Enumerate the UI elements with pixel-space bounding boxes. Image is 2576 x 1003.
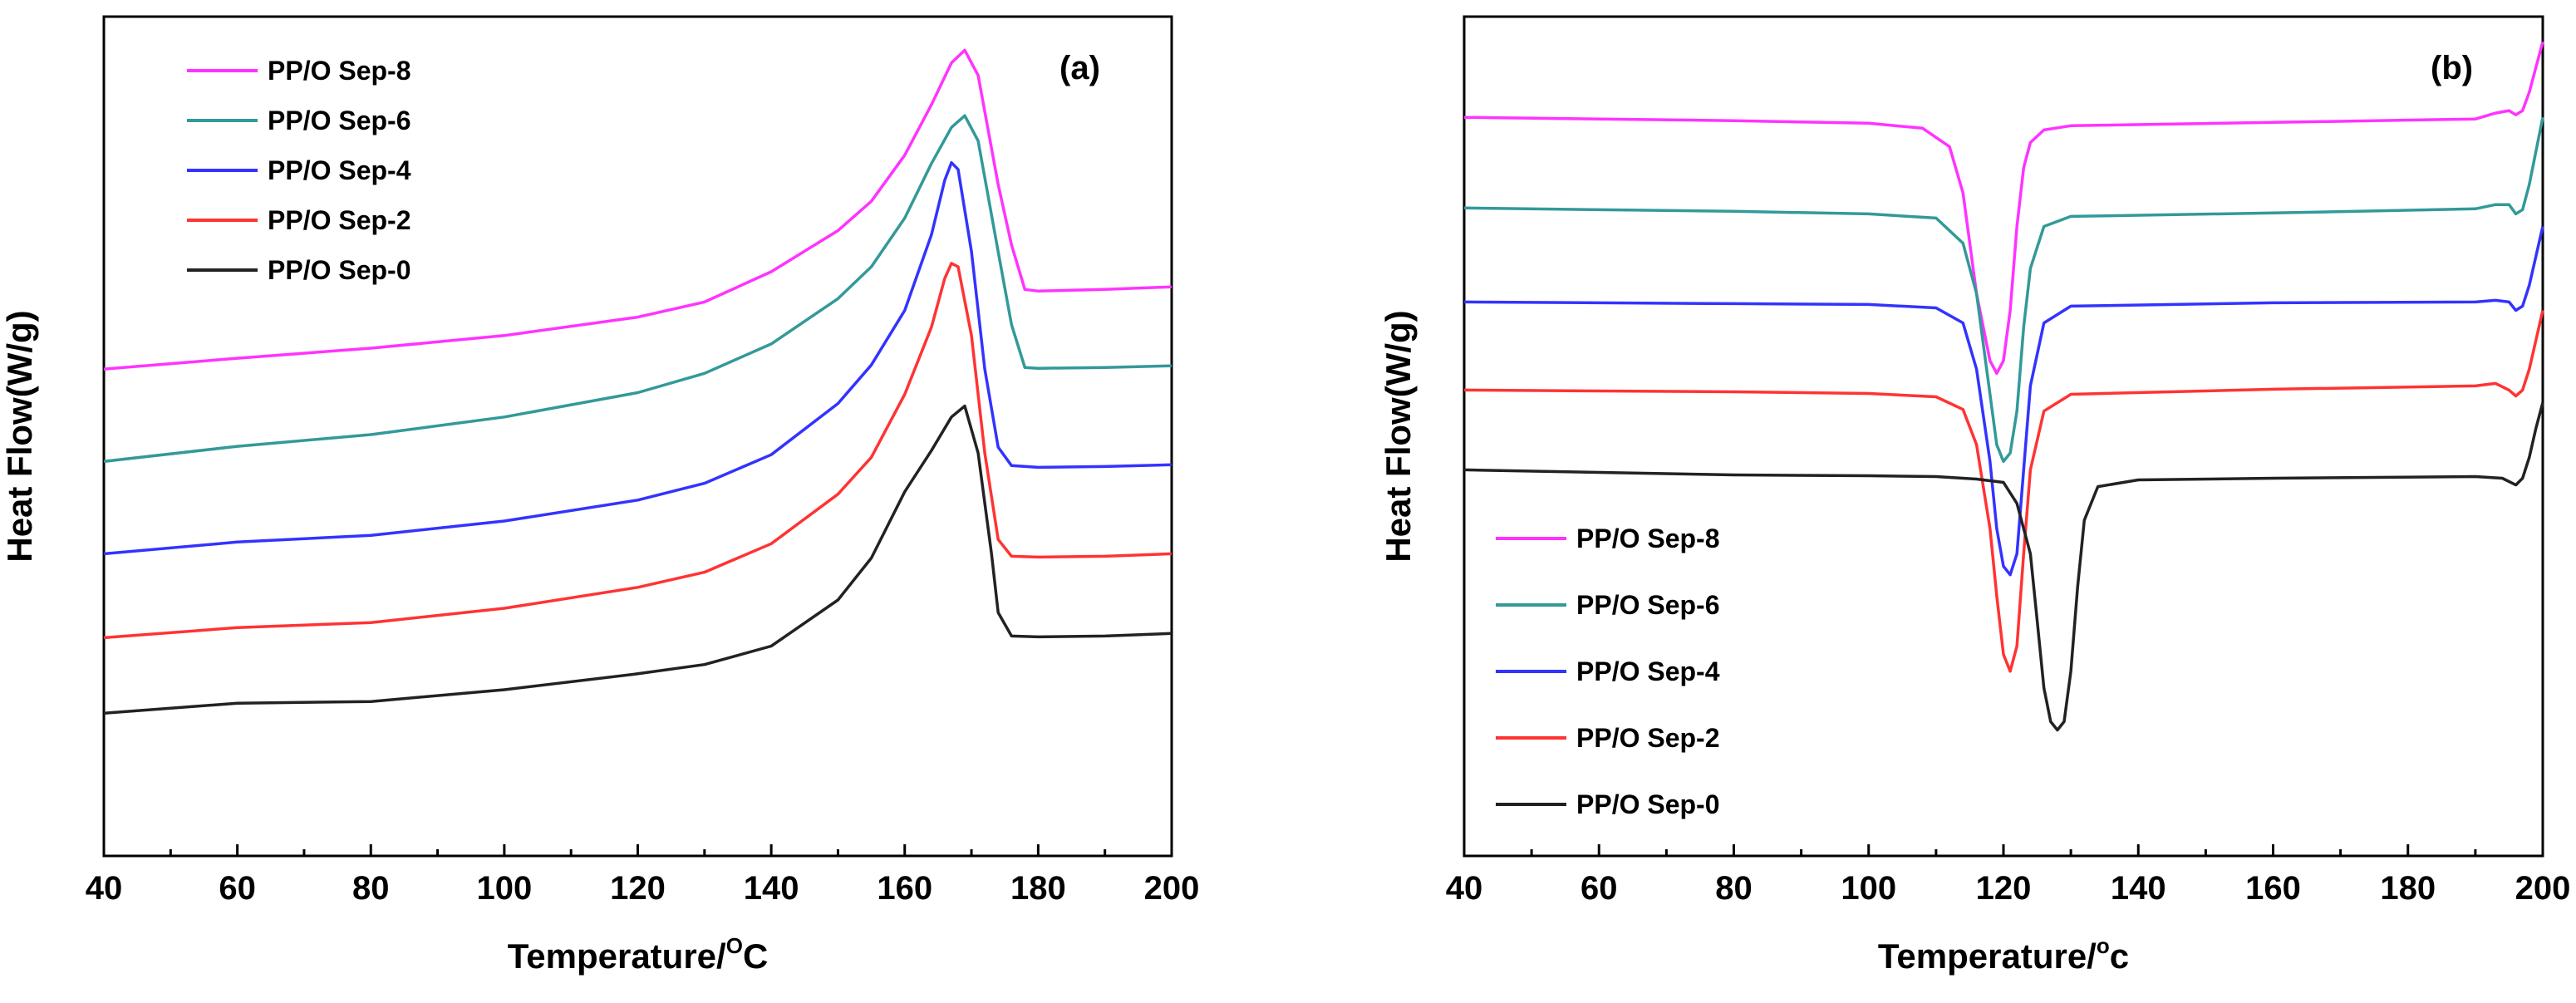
legend: PP/O Sep-8 PP/O Sep-6 PP/O Sep-4 PP/O Sep-2… [1496, 524, 1720, 819]
x-tick-label: 180 [2380, 870, 2436, 907]
panel-label: (a) [1059, 50, 1100, 86]
legend-label: PP/O Sep-8 [1576, 524, 1720, 553]
chart-panel-a: 40 60 80 100 120 140 160 180 200 Temperature/OC He… [0, 15, 1200, 976]
series-line-pp-o-sep-8 [103, 48, 1172, 371]
x-tick-label: 100 [1841, 870, 1896, 907]
y-axis-title: Heat Flow(W/g) [0, 310, 39, 562]
legend-label: PP/O Sep-6 [268, 106, 411, 135]
x-tick-label: 80 [352, 870, 390, 907]
series-line-pp-o-sep-0 [103, 404, 1172, 715]
legend-label: PP/O Sep-0 [268, 255, 411, 285]
legend-label: PP/O Sep-6 [1576, 590, 1720, 620]
y-axis-title: Heat Flow(W/g) [1379, 310, 1418, 562]
x-tick-label: 140 [744, 870, 799, 907]
x-tick-label: 200 [2515, 870, 2571, 907]
x-tick-label: 140 [2111, 870, 2166, 907]
plot-frame [102, 15, 1173, 858]
x-tick-label: 40 [86, 870, 123, 907]
legend-label: PP/O Sep-8 [268, 56, 411, 86]
x-axis-title: Temperature/oc [1878, 933, 2129, 976]
x-tick-label: 60 [219, 870, 256, 907]
x-axis-title-unit: c [2110, 937, 2129, 976]
x-tick-label: 160 [877, 870, 932, 907]
series-line-pp-o-sep-6 [103, 114, 1172, 464]
panel-label: (b) [2431, 50, 2473, 86]
x-tick-label: 180 [1010, 870, 1066, 907]
legend-label: PP/O Sep-2 [268, 205, 411, 235]
series-line-pp-o-sep-0 [1463, 402, 2544, 732]
legend-label: PP/O Sep-0 [1576, 789, 1720, 819]
chart-panel-b: 40 60 80 100 120 140 160 180 200 Temperature/oc He… [1379, 15, 2571, 976]
series-line-pp-o-sep-6 [1463, 116, 2544, 464]
series-line-pp-o-sep-2 [103, 262, 1172, 640]
x-axis-title-unit: C [743, 937, 768, 976]
legend-label: PP/O Sep-2 [1576, 723, 1720, 753]
x-tick-label: 60 [1581, 870, 1618, 907]
series-line-pp-o-sep-4 [103, 160, 1172, 556]
legend: PP/O Sep-8 PP/O Sep-6 PP/O Sep-4 PP/O Sep-2… [187, 56, 411, 285]
series-line-pp-o-sep-4 [1463, 226, 2544, 577]
series-line-pp-o-sep-2 [1463, 310, 2544, 673]
x-axis-title-text: Temperature/ [1878, 937, 2097, 976]
legend-label: PP/O Sep-4 [1576, 656, 1720, 686]
x-axis-title: Temperature/OC [508, 933, 769, 976]
x-tick-label: 160 [2245, 870, 2301, 907]
x-tick-label: 120 [610, 870, 666, 907]
x-tick-label: 100 [477, 870, 533, 907]
x-axis-title-superscript: o [2097, 933, 2110, 958]
x-tick-label: 80 [1715, 870, 1753, 907]
series-line-pp-o-sep-8 [1463, 41, 2544, 376]
x-tick-label: 200 [1144, 870, 1200, 907]
legend-label: PP/O Sep-4 [268, 155, 411, 185]
x-tick-label: 120 [1976, 870, 2032, 907]
x-tick-label: 40 [1446, 870, 1483, 907]
x-axis-title-superscript: O [726, 933, 743, 958]
x-axis-title-text: Temperature/ [508, 937, 726, 976]
